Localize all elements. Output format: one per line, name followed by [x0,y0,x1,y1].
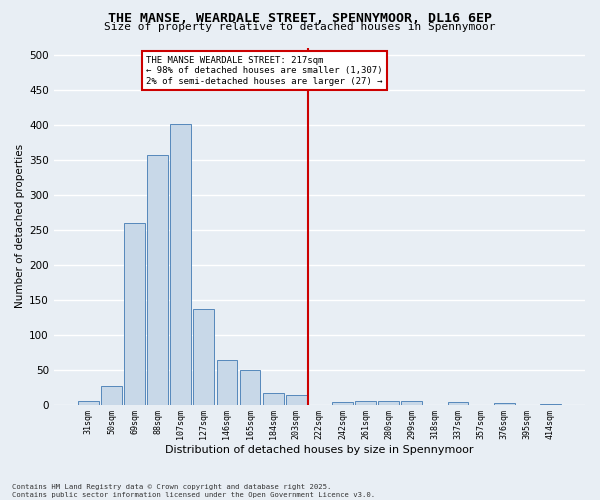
Bar [124,223,145,404]
Bar [401,401,422,404]
Bar [448,402,469,404]
Text: Size of property relative to detached houses in Spennymoor: Size of property relative to detached ho… [104,22,496,32]
Bar [170,124,191,404]
Bar [355,401,376,404]
Bar [239,370,260,404]
Bar [263,392,284,404]
Bar [147,156,168,404]
Bar [217,360,238,405]
Y-axis label: Number of detached properties: Number of detached properties [15,144,25,308]
Bar [379,401,399,404]
Bar [193,310,214,404]
Bar [494,403,515,404]
Text: THE MANSE, WEARDALE STREET, SPENNYMOOR, DL16 6EP: THE MANSE, WEARDALE STREET, SPENNYMOOR, … [108,12,492,26]
Bar [332,402,353,404]
X-axis label: Distribution of detached houses by size in Spennymoor: Distribution of detached houses by size … [165,445,473,455]
Text: Contains HM Land Registry data © Crown copyright and database right 2025.
Contai: Contains HM Land Registry data © Crown c… [12,484,375,498]
Bar [78,401,99,404]
Bar [286,395,307,404]
Bar [101,386,122,404]
Text: THE MANSE WEARDALE STREET: 217sqm
← 98% of detached houses are smaller (1,307)
2: THE MANSE WEARDALE STREET: 217sqm ← 98% … [146,56,383,86]
